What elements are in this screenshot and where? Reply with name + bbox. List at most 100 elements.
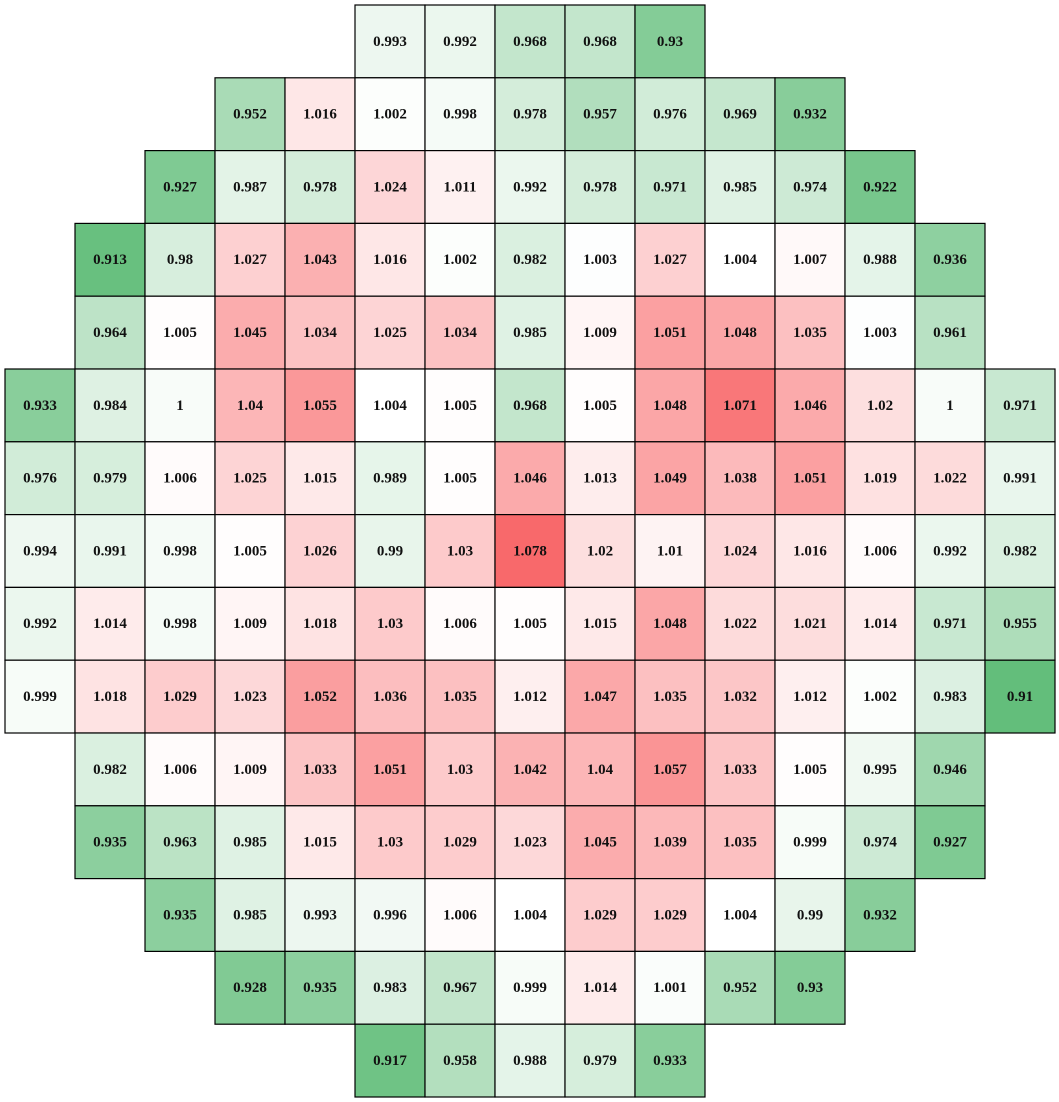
cell-label: 0.946 (933, 762, 967, 778)
cell (704, 586, 776, 661)
cell-label: 1.036 (373, 689, 407, 705)
cell (704, 150, 776, 225)
cell (914, 732, 986, 807)
cell (564, 150, 636, 225)
cell-label: 0.933 (653, 1053, 687, 1069)
cell-label: 1.011 (444, 179, 477, 195)
cell-label: 1.014 (583, 980, 617, 996)
cell (74, 732, 146, 807)
cell-label: 1.042 (513, 762, 547, 778)
cell (494, 513, 566, 588)
cell-label: 0.932 (793, 107, 827, 123)
cell-label: 1.026 (303, 543, 337, 559)
cell-label: 1.022 (933, 471, 967, 487)
cell (354, 4, 426, 79)
cell (774, 222, 846, 297)
cell-label: 1.029 (653, 907, 687, 923)
cell (284, 150, 356, 225)
cell (774, 950, 846, 1025)
cell (424, 4, 496, 79)
cell (774, 659, 846, 734)
cell-label: 0.988 (863, 252, 897, 268)
cell-label: 0.974 (793, 179, 827, 195)
cell (144, 513, 216, 588)
cell-label: 1.046 (513, 471, 547, 487)
cell-label: 1.071 (723, 398, 757, 414)
cell (74, 368, 146, 443)
cell (284, 222, 356, 297)
cell-label: 0.952 (233, 107, 267, 123)
cell-label: 0.978 (513, 107, 547, 123)
cell-label: 1.035 (793, 325, 827, 341)
cell (144, 368, 216, 443)
cell (354, 150, 426, 225)
cell (354, 513, 426, 588)
cell-label: 0.992 (513, 179, 547, 195)
cell-label: 0.999 (23, 689, 57, 705)
cell-label: 1.005 (233, 543, 267, 559)
cell-label: 0.995 (863, 762, 897, 778)
cell-label: 1.013 (583, 471, 617, 487)
cell (564, 441, 636, 516)
cell (844, 732, 916, 807)
cell (424, 732, 496, 807)
cell (214, 950, 286, 1025)
cell-label: 0.992 (443, 34, 477, 50)
cell-label: 1.016 (793, 543, 827, 559)
cell-label: 0.971 (1003, 398, 1037, 414)
cell (74, 586, 146, 661)
cell-label: 1.045 (233, 325, 267, 341)
cell-label: 1.057 (653, 762, 687, 778)
cell-label: 0.999 (513, 980, 547, 996)
cell-label: 1.018 (93, 689, 127, 705)
cell (284, 732, 356, 807)
cell-label: 1.007 (793, 252, 827, 268)
cell (144, 877, 216, 952)
cell-label: 0.963 (163, 835, 197, 851)
cell (844, 877, 916, 952)
cell (284, 295, 356, 370)
cell (74, 513, 146, 588)
cell-label: 0.989 (373, 471, 407, 487)
cell (704, 877, 776, 952)
cell-label: 1 (946, 398, 954, 414)
cell-label: 1.005 (163, 325, 197, 341)
cell-label: 1.005 (793, 762, 827, 778)
cell (634, 659, 706, 734)
cell-label: 0.935 (93, 835, 127, 851)
cell-label: 1.005 (443, 471, 477, 487)
cell-label: 1.02 (867, 398, 893, 414)
cell (214, 77, 286, 152)
cell-label: 1.004 (723, 252, 757, 268)
cell (914, 586, 986, 661)
cell-label: 1.034 (443, 325, 477, 341)
cell-label: 1.033 (303, 762, 337, 778)
cell-label: 0.961 (933, 325, 967, 341)
cell-label: 1.051 (373, 762, 407, 778)
cell-label: 1.015 (583, 616, 617, 632)
cell (564, 732, 636, 807)
cell-label: 0.982 (513, 252, 547, 268)
cell (354, 1023, 426, 1098)
cell-label: 0.936 (933, 252, 967, 268)
cell-label: 1.019 (863, 471, 897, 487)
cell (144, 732, 216, 807)
cell (774, 805, 846, 880)
cell (634, 1023, 706, 1098)
cell-label: 1.006 (863, 543, 897, 559)
cell-label: 0.93 (797, 980, 823, 996)
cell-label: 0.979 (93, 471, 127, 487)
cell-label: 1.016 (373, 252, 407, 268)
cell (214, 368, 286, 443)
cell (74, 441, 146, 516)
cell-label: 1.024 (723, 543, 757, 559)
cell (984, 659, 1056, 734)
cell (774, 77, 846, 152)
cell-label: 1.045 (583, 835, 617, 851)
cell (494, 805, 566, 880)
cell-label: 1.025 (373, 325, 407, 341)
cell-label: 0.99 (797, 907, 823, 923)
cell (634, 877, 706, 952)
cell (914, 295, 986, 370)
cell (494, 1023, 566, 1098)
